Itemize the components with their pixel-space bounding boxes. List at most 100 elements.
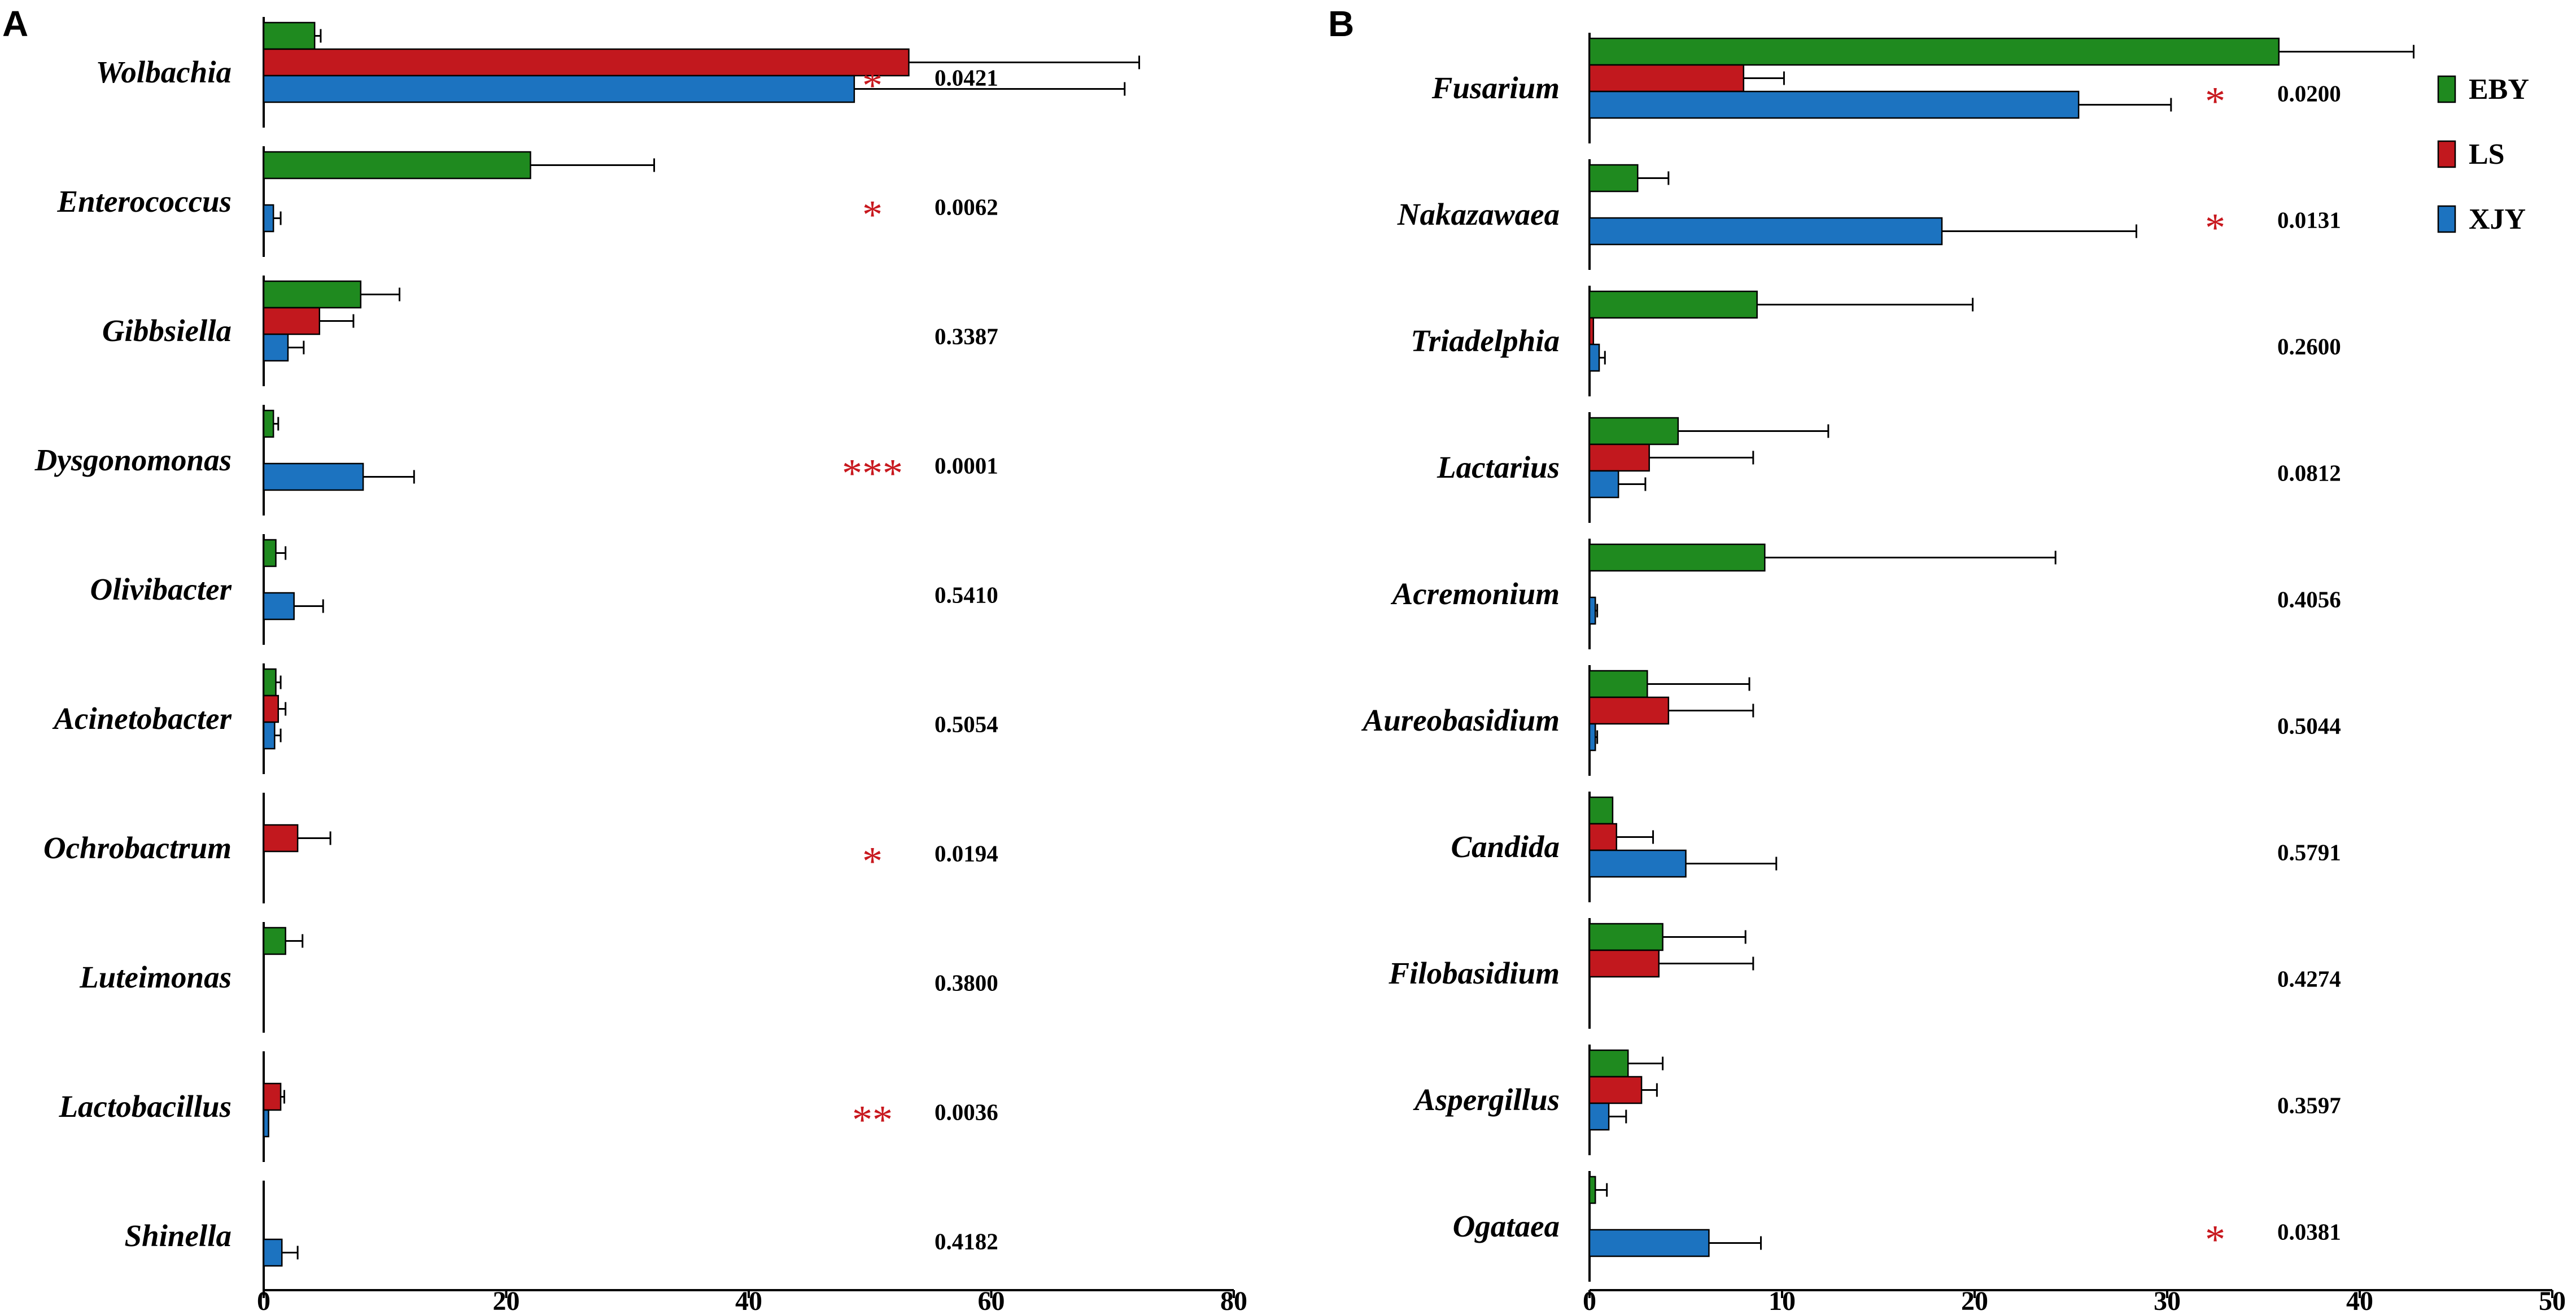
p-value-lactarius: 0.0812 [2277,460,2341,486]
bar-eby-olivibacter [263,539,277,567]
bar-xjy-nakazawaea [1588,217,1943,246]
bar-eby-aureobasidium [1588,670,1648,698]
bar-ls-triadelphia [1588,317,1595,346]
bar-eby-dysgonomonas [263,409,274,438]
p-value-ogataea: 0.0381 [2277,1219,2341,1245]
significance-dysgonomonas: *** [842,451,903,496]
bar-ls-ochrobactrum [263,824,299,853]
category-label-ogataea: Ogataea [1453,1209,1560,1243]
category-label-acremonium: Acremonium [1391,576,1560,611]
p-value-enterococcus: 0.0062 [935,194,998,220]
legend-label-eby: EBY [2469,73,2529,106]
category-label-dysgonomonas: Dysgonomonas [34,443,232,477]
legend-label-ls: LS [2469,138,2505,171]
category-label-luteimonas: Luteimonas [79,960,232,994]
bar-xjy-gibbsiella [263,333,289,362]
bar-ls-wolbachia [263,48,910,77]
bar-xjy-dysgonomonas [263,462,364,491]
bar-eby-acinetobacter [263,668,277,697]
bar-xjy-fusarium [1588,90,2080,119]
category-label-gibbsiella: Gibbsiella [102,313,232,348]
bar-eby-gibbsiella [263,280,362,309]
x-tick-label: 60 [978,1286,1005,1315]
bar-ls-candida [1588,823,1617,851]
bar-eby-aspergillus [1588,1049,1629,1078]
x-tick-label: 50 [2539,1286,2566,1315]
x-tick-label: 40 [735,1286,762,1315]
bar-eby-filobasidium [1588,923,1664,951]
p-value-dysgonomonas: 0.0001 [935,453,998,479]
legend-swatch-xjy [2437,205,2456,233]
category-label-enterococcus: Enterococcus [56,184,232,219]
x-tick-label: 40 [2346,1286,2373,1315]
significance-enterococcus: * [862,193,883,238]
bar-eby-lactarius [1588,417,1679,445]
bar-xjy-olivibacter [263,592,295,621]
category-label-wolbachia: Wolbachia [96,55,232,89]
p-value-aspergillus: 0.3597 [2277,1093,2341,1119]
bar-ls-acinetobacter [263,694,280,723]
p-value-shinella: 0.4182 [935,1229,998,1255]
x-tick-label: 20 [1961,1286,1988,1315]
significance-fusarium: * [2205,79,2225,124]
p-value-lactobacillus: 0.0036 [935,1099,998,1125]
category-label-olivibacter: Olivibacter [90,572,232,606]
panel-label-b: B [1328,3,1354,44]
bar-ls-lactobacillus [263,1082,282,1111]
p-value-luteimonas: 0.3800 [935,970,998,996]
category-label-nakazawaea: Nakazawaea [1397,197,1560,231]
bar-eby-luteimonas [263,927,286,955]
bar-xjy-lactobacillus [263,1109,269,1138]
bar-ls-gibbsiella [263,307,321,335]
legend-swatch-eby [2437,75,2456,103]
significance-nakazawaea: * [2205,206,2225,251]
bar-xjy-aureobasidium [1588,723,1596,752]
p-value-gibbsiella: 0.3387 [935,324,998,349]
category-label-filobasidium: Filobasidium [1388,956,1560,990]
significance-ogataea: * [2205,1217,2225,1262]
x-tick-label: 20 [493,1286,520,1315]
bar-xjy-aspergillus [1588,1102,1610,1131]
significance-ochrobactrum: * [862,839,883,884]
bar-xjy-lactarius [1588,470,1619,499]
p-value-ochrobactrum: 0.0194 [935,841,998,867]
p-value-acremonium: 0.4056 [2277,587,2341,613]
bar-ls-lactarius [1588,443,1650,472]
x-tick-label: 0 [1583,1286,1596,1315]
p-value-wolbachia: 0.0421 [935,65,998,91]
bar-eby-triadelphia [1588,290,1758,319]
bar-xjy-acremonium [1588,596,1596,625]
bar-xjy-triadelphia [1588,343,1600,372]
p-value-triadelphia: 0.2600 [2277,334,2341,360]
category-label-fusarium: Fusarium [1431,71,1560,105]
bar-ls-aureobasidium [1588,696,1670,725]
bar-ls-fusarium [1588,64,1745,93]
p-value-aureobasidium: 0.5044 [2277,713,2341,739]
bar-ls-filobasidium [1588,949,1660,978]
significance-wolbachia: * [862,63,883,108]
bar-xjy-candida [1588,849,1687,878]
category-label-lactarius: Lactarius [1437,450,1560,484]
bar-eby-fusarium [1588,37,2280,66]
p-value-candida: 0.5791 [2277,840,2341,866]
p-value-fusarium: 0.0200 [2277,81,2341,107]
legend-swatch-ls [2437,140,2456,168]
bar-xjy-acinetobacter [263,721,276,750]
p-value-olivibacter: 0.5410 [935,582,998,608]
category-label-ochrobactrum: Ochrobactrum [43,831,232,865]
bar-xjy-enterococcus [263,204,274,233]
bar-eby-candida [1588,796,1614,825]
category-label-triadelphia: Triadelphia [1411,324,1560,358]
bar-xjy-shinella [263,1238,283,1267]
category-label-shinella: Shinella [124,1218,232,1253]
x-tick-label: 30 [2154,1286,2181,1315]
category-label-aspergillus: Aspergillus [1413,1082,1560,1117]
category-label-candida: Candida [1451,829,1560,864]
p-value-filobasidium: 0.4274 [2277,966,2341,992]
x-tick-label: 10 [1769,1286,1796,1315]
bar-xjy-ogataea [1588,1229,1710,1257]
bar-eby-acremonium [1588,543,1766,572]
category-label-lactobacillus: Lactobacillus [58,1089,232,1124]
category-label-aureobasidium: Aureobasidium [1361,703,1560,737]
